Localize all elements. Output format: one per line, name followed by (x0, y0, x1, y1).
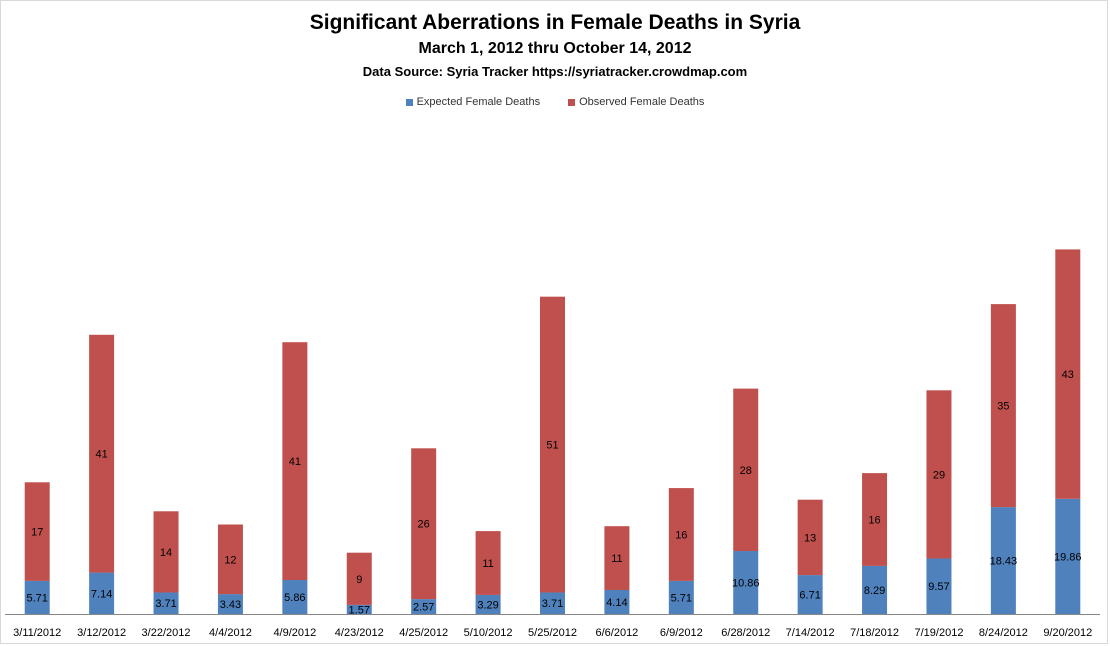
bar-observed (1055, 249, 1081, 499)
bar-expected (862, 565, 888, 614)
data-label-observed: 51 (546, 440, 558, 452)
data-label-expected: 1.57 (349, 604, 370, 616)
x-tick-label: 3/22/2012 (142, 627, 191, 639)
data-label-observed: 26 (418, 519, 430, 531)
x-tick-label: 4/9/2012 (273, 627, 316, 639)
legend-item-observed: Observed Female Deaths (568, 96, 704, 108)
data-label-expected: 3.71 (542, 598, 563, 610)
bar-expected (604, 589, 630, 614)
data-label-expected: 18.43 (990, 556, 1018, 568)
data-label-expected: 3.43 (220, 599, 241, 611)
x-tick-label: 4/25/2012 (399, 627, 448, 639)
legend-label-expected: Expected Female Deaths (416, 96, 541, 108)
bar-observed (990, 304, 1016, 508)
bar-observed (89, 334, 115, 573)
bar-expected (475, 594, 501, 614)
bar-observed (346, 552, 372, 605)
bar-observed (604, 526, 630, 590)
bar-expected (282, 580, 308, 614)
bar-observed (475, 531, 501, 595)
data-label-observed: 43 (1062, 369, 1074, 381)
data-label-observed: 28 (740, 465, 752, 477)
data-label-expected: 10.86 (732, 578, 760, 590)
x-tick-label: 6/6/2012 (595, 627, 638, 639)
data-label-expected: 5.86 (284, 592, 305, 604)
data-label-expected: 5.71 (26, 592, 47, 604)
x-tick-label: 4/4/2012 (209, 627, 252, 639)
data-label-observed: 29 (933, 469, 945, 481)
bar-expected (89, 572, 115, 614)
data-label-observed: 35 (997, 401, 1009, 413)
x-tick-label: 7/14/2012 (786, 627, 835, 639)
data-label-observed: 13 (804, 532, 816, 544)
data-label-expected: 9.57 (928, 581, 949, 593)
x-tick-label: 7/19/2012 (915, 627, 964, 639)
data-label-expected: 4.14 (606, 597, 627, 609)
bar-observed (411, 448, 437, 600)
bar-observed (733, 388, 759, 552)
legend-swatch-expected (405, 98, 413, 106)
data-label-expected: 6.71 (799, 590, 820, 602)
bar-expected (24, 580, 50, 614)
x-tick-label: 5/10/2012 (464, 627, 513, 639)
chart-subtitle: March 1, 2012 thru October 14, 2012 (418, 40, 692, 57)
bar-expected (411, 599, 437, 614)
x-tick-label: 6/9/2012 (660, 627, 703, 639)
x-tick-label: 4/23/2012 (335, 627, 384, 639)
x-tick-label: 8/24/2012 (979, 627, 1028, 639)
data-label-expected: 5.71 (671, 592, 692, 604)
data-label-expected: 7.14 (91, 588, 112, 600)
bar-expected (1055, 498, 1081, 614)
data-label-observed: 14 (160, 547, 172, 559)
data-label-expected: 19.86 (1054, 551, 1082, 563)
x-tick-label: 6/28/2012 (721, 627, 770, 639)
bar-expected (797, 575, 823, 614)
chart-source: Data Source: Syria Tracker https://syria… (362, 64, 748, 79)
bar-observed (926, 390, 952, 559)
legend-swatch-observed (568, 98, 576, 106)
bar-expected (926, 558, 952, 614)
bar-expected (346, 604, 372, 614)
bar-expected (990, 507, 1016, 614)
data-label-observed: 12 (224, 554, 236, 566)
data-label-expected: 2.57 (413, 602, 434, 614)
bar-observed (217, 524, 243, 595)
data-label-expected: 3.71 (155, 598, 176, 610)
legend-label-observed: Observed Female Deaths (579, 96, 705, 108)
x-tick-label: 9/20/2012 (1043, 627, 1092, 639)
bar-observed (862, 473, 888, 566)
bar-expected (668, 580, 694, 614)
data-label-expected: 3.29 (477, 599, 498, 611)
bar-expected (733, 551, 759, 614)
bar-expected (217, 594, 243, 614)
x-tick-label: 3/11/2012 (13, 627, 61, 639)
data-label-observed: 41 (289, 456, 301, 468)
bar-observed (540, 296, 565, 593)
data-label-expected: 8.29 (864, 585, 885, 597)
legend-item-expected: Expected Female Deaths (405, 96, 541, 108)
chart-title: Significant Aberrations in Female Deaths… (309, 11, 801, 34)
data-label-observed: 9 (356, 574, 362, 586)
bar-expected (153, 592, 179, 614)
bar-observed (24, 482, 50, 581)
bar-observed (153, 511, 179, 593)
bar-observed (668, 488, 694, 581)
chart-legend: Expected Female Deaths Observed Female D… (0, 96, 1110, 108)
x-tick-label: 7/18/2012 (850, 627, 899, 639)
bar-expected (540, 592, 565, 614)
data-label-observed: 11 (482, 558, 493, 570)
bar-observed (282, 342, 308, 581)
data-label-observed: 41 (95, 449, 107, 461)
bar-observed (797, 499, 823, 576)
x-tick-label: 3/12/2012 (77, 627, 126, 639)
data-label-observed: 11 (611, 553, 622, 565)
x-tick-label: 5/25/2012 (528, 627, 577, 639)
data-label-observed: 17 (31, 527, 43, 539)
data-label-observed: 16 (868, 515, 880, 527)
data-label-observed: 16 (675, 529, 687, 541)
